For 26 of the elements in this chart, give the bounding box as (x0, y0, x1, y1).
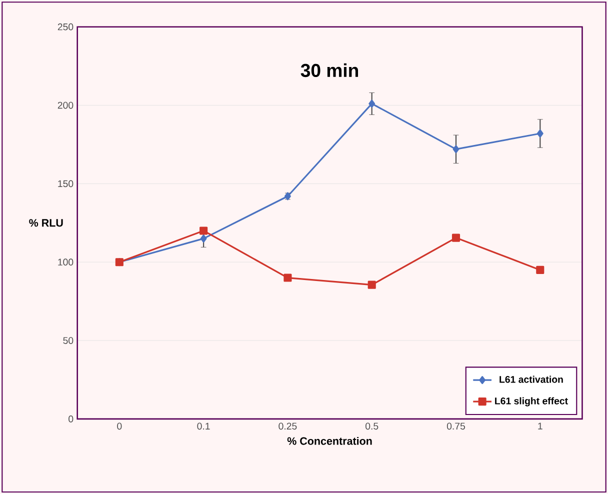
point (536, 129, 544, 138)
legend-label: L61 activation (500, 376, 563, 383)
y-tick-label: 150 (58, 180, 74, 188)
x-tick-label: 0.75 (446, 422, 465, 430)
point (284, 274, 292, 282)
x-axis-title: % Concentration (287, 436, 372, 445)
point (536, 266, 544, 274)
y-tick-label: 0 (68, 415, 74, 422)
y-tick-label: 50 (63, 337, 74, 344)
legend-label: L61 slight effect (495, 397, 568, 406)
x-tick-label: 0.1 (197, 422, 210, 430)
y-tick-label: 100 (58, 258, 74, 266)
x-tick-label: 0 (117, 422, 122, 430)
point (368, 100, 376, 108)
x-tick-label: 0.5 (366, 422, 378, 430)
point (452, 234, 460, 242)
x-tick-label: 0.25 (278, 422, 297, 430)
point (200, 234, 207, 243)
y-axis-title: % RLU (29, 219, 63, 227)
point (368, 280, 376, 289)
y-tick-label: 250 (58, 23, 74, 30)
x-tick-label: 1 (538, 422, 542, 430)
point (200, 226, 208, 235)
y-tick-label: 200 (58, 102, 74, 109)
text: 30 min (300, 63, 358, 77)
point (452, 145, 460, 154)
